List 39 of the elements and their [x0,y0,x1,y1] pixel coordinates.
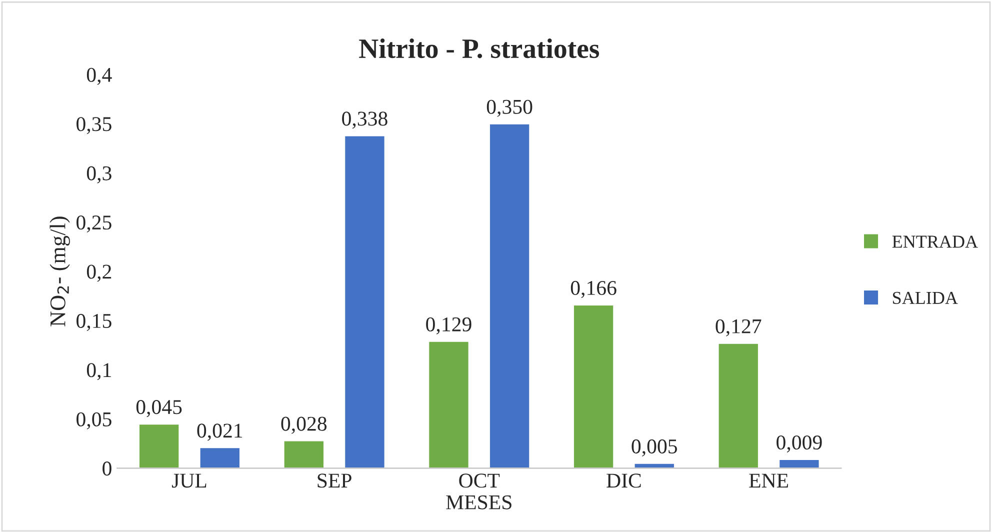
data-label: 0,350 [486,100,532,117]
data-label: 0,338 [342,112,388,129]
y-axis-title: NO$_{2}$- (mg/l) [50,216,70,326]
data-label: 0,166 [570,280,616,298]
legend-label: ENTRADA [892,236,978,248]
data-label: 0,021 [197,424,242,441]
bar [488,122,531,468]
y-tick-label: 0,2 [86,264,112,282]
y-tick-label: 0 [102,462,112,476]
bar [717,342,760,468]
y-tick-label: 0,05 [76,412,112,430]
x-tick-label: JUL [172,474,206,488]
bar [428,340,470,468]
bar [138,423,180,468]
data-label: 0,028 [281,416,327,434]
x-tick-label: OCT [459,474,500,488]
x-tick-label: SEP [318,474,352,488]
bar [344,134,386,468]
legend-label: SALIDA [893,292,958,304]
data-label: 0,127 [716,319,762,336]
y-tick-label: 0,15 [76,314,112,331]
bar [198,446,241,468]
bar [633,462,676,468]
y-tick-label: 0,1 [86,363,111,380]
x-tick-label: ENE [749,474,788,488]
y-tick-label: 0,25 [76,215,112,233]
x-tick-label: DIC [606,474,641,488]
bar [572,304,615,468]
y-tick-label: 0,35 [76,117,112,134]
bar [282,440,325,468]
chart-title: Nitrito - P. stratiotes [359,38,600,58]
data-label: 0,129 [426,317,472,334]
y-tick-label: 0,4 [86,68,112,85]
data-label: 0,045 [136,400,182,418]
x-axis-title: MESES [446,495,512,510]
y-tick-label: 0,3 [86,166,112,184]
data-label: 0,005 [632,439,678,456]
data-label: 0,009 [776,435,822,453]
bar [778,458,820,468]
